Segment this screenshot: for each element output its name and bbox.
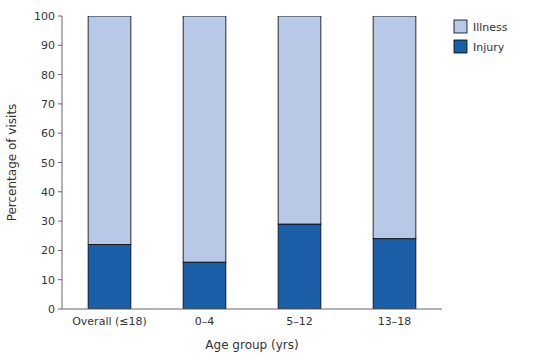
x-tick-label: 13–18 <box>378 315 412 328</box>
bar-segment <box>373 239 416 309</box>
y-tick-label: 40 <box>41 186 55 199</box>
y-axis: 0 10 20 30 40 50 60 70 80 90 100 <box>34 10 62 316</box>
x-tick-label: Overall (≤18) <box>72 315 147 328</box>
x-tick-label: 5–12 <box>286 315 313 328</box>
bar-segment <box>88 16 131 245</box>
y-tick <box>58 191 62 192</box>
bar-segment <box>183 262 226 309</box>
y-axis-label: Percentage of visits <box>5 104 19 222</box>
x-tick-label: 0–4 <box>195 315 215 328</box>
y-tick <box>58 221 62 222</box>
y-tick-label: 60 <box>41 127 55 140</box>
bar-segment <box>278 224 321 309</box>
legend-swatch <box>454 40 467 53</box>
y-axis-line <box>62 16 63 309</box>
y-tick <box>58 74 62 75</box>
y-tick <box>58 16 62 17</box>
y-tick <box>58 309 62 310</box>
legend-swatch <box>454 20 467 33</box>
bar-segment <box>88 245 131 309</box>
chart-svg: 0 10 20 30 40 50 60 70 80 90 100 Overall (≤18) 0–4 5–… <box>0 0 546 359</box>
y-tick-label: 0 <box>48 303 55 316</box>
y-tick-label: 70 <box>41 98 55 111</box>
chart-container: 0 10 20 30 40 50 60 70 80 90 100 Overall (≤18) 0–4 5–… <box>0 0 546 359</box>
y-tick-label: 90 <box>41 39 55 52</box>
y-tick <box>58 279 62 280</box>
legend-label: Illness <box>473 21 508 34</box>
y-tick <box>58 162 62 163</box>
bar-segment <box>278 16 321 224</box>
x-axis-label: Age group (yrs) <box>205 338 298 352</box>
y-tick-label: 20 <box>41 244 55 257</box>
legend: Illness Injury <box>454 20 508 54</box>
y-tick-label: 50 <box>41 157 55 170</box>
legend-label: Injury <box>473 41 505 54</box>
y-tick <box>58 250 62 251</box>
y-tick-label: 80 <box>41 69 55 82</box>
bar-segment <box>373 16 416 239</box>
x-axis-line <box>62 309 442 310</box>
y-tick-label: 30 <box>41 215 55 228</box>
y-tick <box>58 45 62 46</box>
bars <box>88 16 416 309</box>
y-tick-label: 100 <box>34 10 55 23</box>
bar-segment <box>183 16 226 262</box>
y-tick <box>58 133 62 134</box>
y-tick-label: 10 <box>41 274 55 287</box>
x-axis: Overall (≤18) 0–4 5–12 13–18 <box>72 315 411 328</box>
y-tick <box>58 103 62 104</box>
